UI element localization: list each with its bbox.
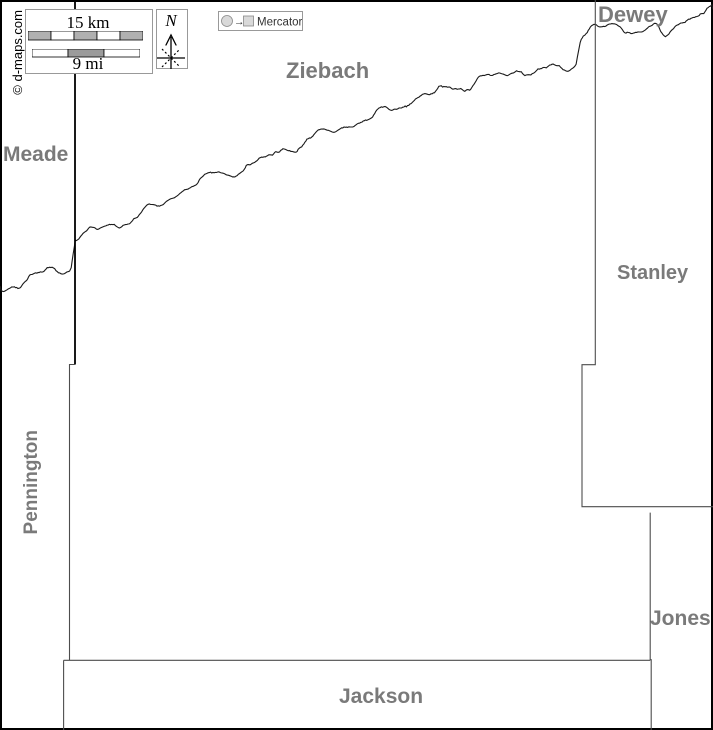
svg-text:→: → xyxy=(234,16,245,28)
svg-text:Mercator: Mercator xyxy=(257,16,302,28)
